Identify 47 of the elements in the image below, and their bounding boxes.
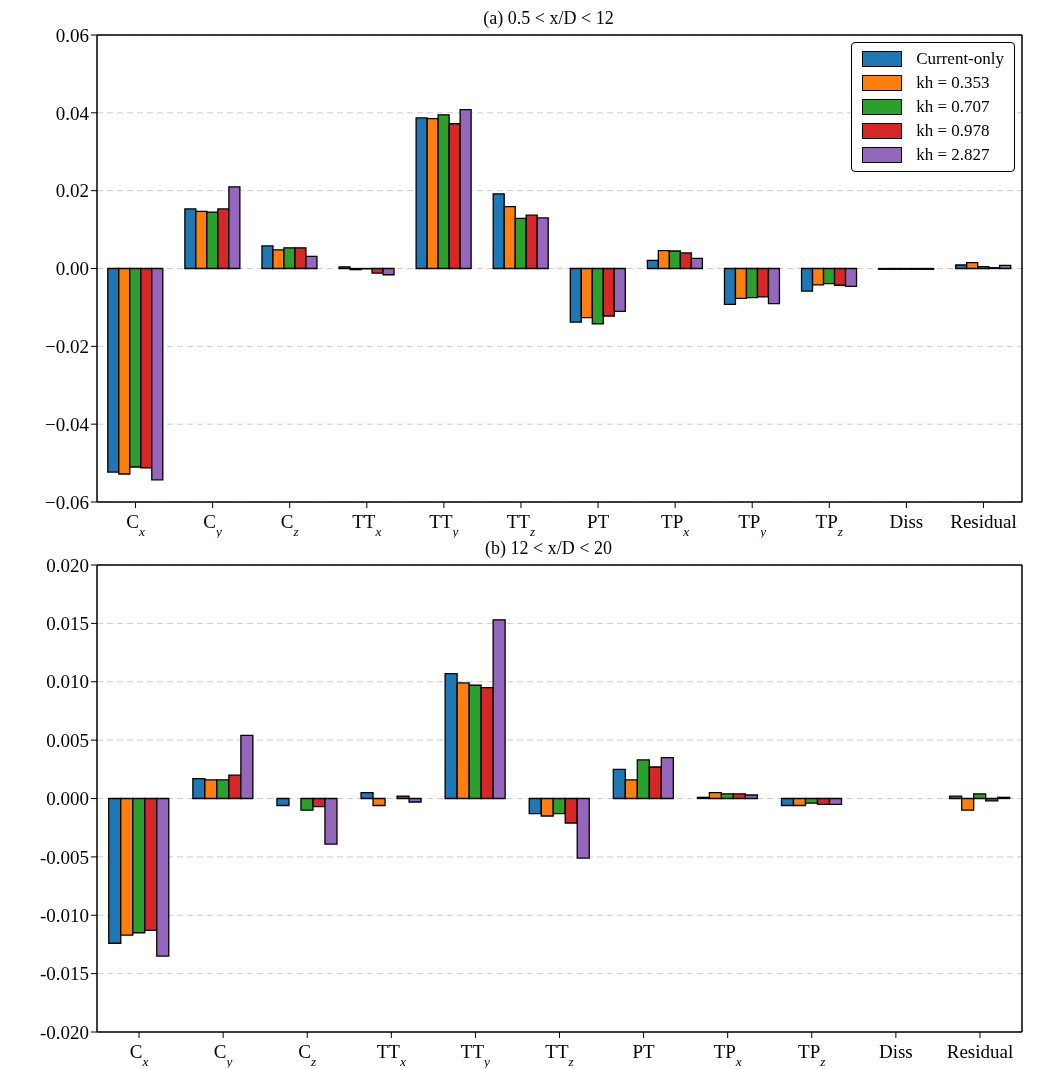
x-tick-label: TT$_{y}$: [429, 511, 459, 539]
y-tick-label: 0.06: [55, 24, 89, 46]
x-tick-label: Residual: [950, 511, 1017, 532]
legend-label: Current-only: [916, 49, 1004, 69]
y-tick-label: 0.00: [55, 258, 89, 280]
x-tick-label: C$_{x}$: [129, 1041, 149, 1069]
x-tick-label: TP$_{y}$: [738, 511, 767, 539]
legend-label: kh = 0.707: [916, 97, 990, 117]
x-tick-label: TP$_{x}$: [713, 1041, 742, 1069]
x-tick-label: C$_{x}$: [126, 511, 145, 539]
y-tick-label: -0.020: [39, 1021, 89, 1043]
x-tick-label: C$_{y}$: [213, 1041, 233, 1069]
y-tick-label: −0.02: [45, 336, 89, 358]
x-tick-label: TP$_{z}$: [815, 511, 843, 539]
x-tick-label: TP$_{z}$: [798, 1041, 826, 1069]
x-tick-label: Residual: [946, 1041, 1014, 1062]
y-tick-label: 0.010: [46, 671, 89, 693]
y-tick-label: 0.015: [46, 613, 89, 635]
x-tick-label: TT$_{x}$: [376, 1041, 406, 1069]
legend-label: kh = 2.827: [916, 145, 990, 165]
x-tick-label: C$_{y}$: [203, 511, 223, 539]
chart-title: (b) 12 < x/D < 20: [485, 538, 612, 558]
x-tick-label: TP$_{x}$: [661, 511, 690, 539]
y-tick-label: 0.005: [46, 729, 89, 751]
legend-label: kh = 0.978: [916, 121, 990, 141]
y-tick-label: 0.04: [55, 102, 90, 124]
x-tick-label: PT: [632, 1041, 656, 1062]
bar: [276, 797, 290, 807]
x-tick-label: C$_{z}$: [298, 1041, 317, 1069]
x-tick-label: C$_{z}$: [280, 511, 299, 539]
x-tick-label: PT: [586, 511, 610, 532]
legend-label: kh = 0.353: [916, 73, 990, 93]
x-tick-label: TT$_{z}$: [545, 1041, 574, 1069]
x-tick-label: Diss: [889, 511, 924, 532]
chart-title: (a) 0.5 < x/D < 12: [483, 8, 614, 28]
y-tick-label: -0.005: [39, 846, 89, 868]
x-tick-label: TT$_{x}$: [352, 511, 382, 539]
x-tick-label: TT$_{z}$: [506, 511, 536, 539]
y-tick-label: −0.06: [45, 491, 89, 513]
y-tick-label: -0.015: [39, 963, 89, 985]
y-tick-label: 0.02: [55, 180, 89, 202]
y-tick-label: 0.020: [46, 554, 89, 576]
y-tick-label: 0.000: [46, 788, 89, 810]
y-tick-label: -0.010: [39, 904, 89, 926]
y-tick-label: −0.04: [45, 413, 90, 435]
x-tick-label: TT$_{y}$: [460, 1041, 491, 1069]
x-tick-label: Diss: [878, 1041, 913, 1062]
